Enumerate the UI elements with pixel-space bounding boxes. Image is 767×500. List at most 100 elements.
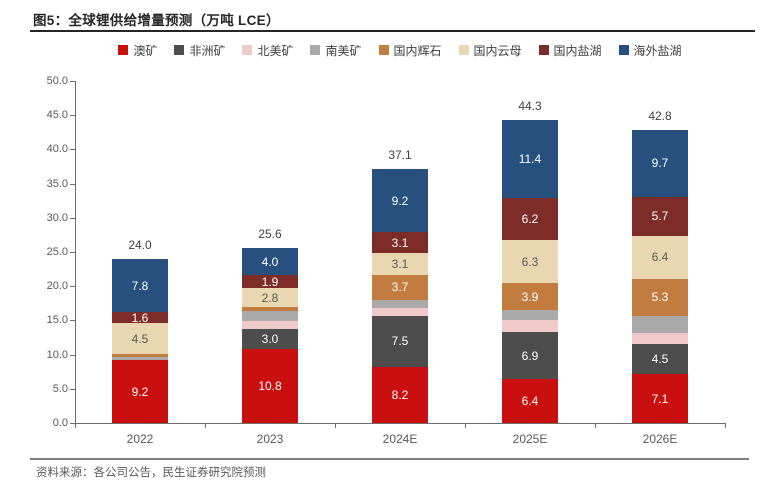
y-tick-label: 15.0 [46,314,68,327]
legend-swatch-icon [458,45,469,55]
bar-segment-北美矿 [372,308,428,316]
segment-value-label: 9.7 [651,156,669,171]
segment-value-label: 7.1 [651,391,669,406]
legend-label: 国内辉石 [393,43,442,58]
segment-value-label: 5.7 [651,209,669,224]
y-tick [70,354,75,356]
legend-item-3: 南美矿 [310,42,362,59]
legend-label: 澳矿 [133,43,158,58]
y-tick-label: 35.0 [46,177,68,190]
legend-label: 国内云母 [473,43,522,58]
segment-value-label: 3.1 [391,256,409,271]
y-tick-label: 30.0 [46,211,68,224]
legend-swatch-icon [378,45,389,55]
y-tick [70,286,75,288]
y-tick-label: 40.0 [46,143,68,156]
legend-item-2: 北美矿 [242,42,293,59]
bar-segment-国内辉石 [112,353,168,358]
bar-segment-国内辉石: 5.3 [632,279,688,316]
legend-item-0: 澳矿 [118,42,157,59]
y-tick [70,81,75,82]
bar-segment-国内云母: 6.3 [502,240,558,284]
bar-segment-澳矿: 7.1 [632,374,688,423]
y-tick [70,115,75,117]
bar-segment-北美矿 [242,321,298,329]
bar-segment-南美矿 [632,315,688,334]
bar-segment-海外盐湖: 11.4 [502,119,558,198]
legend-label: 国内盐湖 [553,43,602,58]
bar-total-label: 25.6 [258,226,282,241]
legend-label: 非洲矿 [189,43,226,58]
y-tick [70,252,75,253]
segment-value-label: 11.4 [518,151,542,166]
legend-swatch-icon [242,45,253,55]
legend-item-1: 非洲矿 [174,42,225,59]
segment-value-label: 4.5 [651,352,669,367]
segment-value-label: 6.2 [521,212,539,227]
segment-value-label: 6.3 [521,254,539,269]
bar-segment-国内盐湖: 6.2 [502,197,558,241]
segment-value-label: 2.8 [261,290,279,305]
bar-segment-国内辉石 [242,307,298,311]
segment-value-label: 9.2 [391,193,409,208]
figure-title: 图5：全球锂供给增量预测（万吨 LCE） [33,13,280,28]
x-tick [75,423,76,428]
x-tick [205,423,206,428]
y-tick [70,217,75,219]
bar-segment-南美矿 [112,357,168,361]
bar-total-label: 37.1 [388,148,412,163]
bar-segment-海外盐湖: 4.0 [242,247,298,276]
bar-segment-国内盐湖: 1.6 [112,312,168,324]
y-tick-label: 0.0 [52,417,68,429]
segment-value-label: 1.9 [261,274,279,289]
segment-value-label: 3.9 [521,289,539,304]
x-category-label: 2025E [512,432,548,446]
bar-segment-海外盐湖: 7.8 [112,258,168,313]
x-tick [595,423,596,428]
segment-value-label: 7.5 [391,334,409,349]
bar-segment-海外盐湖: 9.7 [632,130,688,197]
segment-value-label: 8.2 [391,387,409,402]
legend-swatch-icon [618,45,629,55]
bar-segment-国内云母: 3.1 [372,253,428,275]
legend-swatch-icon [118,45,129,55]
bar-segment-非洲矿: 6.9 [502,332,558,380]
bar-segment-国内辉石: 3.7 [372,274,428,300]
x-tick [725,423,726,428]
y-tick [70,320,75,322]
bar-segment-海外盐湖: 9.2 [372,169,428,233]
bar-segment-北美矿 [632,333,688,344]
title-underline [30,30,755,32]
segment-value-label: 9.2 [131,384,149,399]
bar-segment-国内盐湖: 5.7 [632,196,688,236]
x-category-label: 2024E [382,432,418,446]
x-tick [335,423,336,428]
bar-segment-澳矿: 6.4 [502,379,558,423]
segment-value-label: 7.8 [131,278,149,293]
bar-total-label: 44.3 [518,98,542,113]
x-category-label: 2023 [256,432,284,446]
bar-segment-南美矿 [242,310,298,322]
bar-segment-国内云母: 2.8 [242,288,298,308]
y-tick-label: 45.0 [46,109,68,122]
source-divider [30,458,749,460]
bar-segment-非洲矿: 3.0 [242,328,298,350]
bar-segment-国内云母: 6.4 [632,235,688,280]
segment-value-label: 6.4 [521,394,539,409]
segment-value-label: 4.0 [261,254,279,269]
bar-segment-北美矿 [502,319,558,332]
y-tick-label: 5.0 [52,382,68,395]
bar-segment-非洲矿: 7.5 [372,315,428,367]
segment-value-label: 3.0 [261,331,279,346]
legend-swatch-icon [538,45,549,55]
legend-item-5: 国内云母 [458,42,522,59]
y-tick [70,423,75,424]
y-axis-line [75,81,76,423]
bar-segment-澳矿: 8.2 [372,366,428,423]
bar-segment-澳矿: 9.2 [112,360,168,423]
x-tick [465,423,466,428]
x-axis-line [75,423,726,424]
segment-value-label: 10.8 [258,379,282,394]
bar-total-label: 42.8 [648,109,672,124]
